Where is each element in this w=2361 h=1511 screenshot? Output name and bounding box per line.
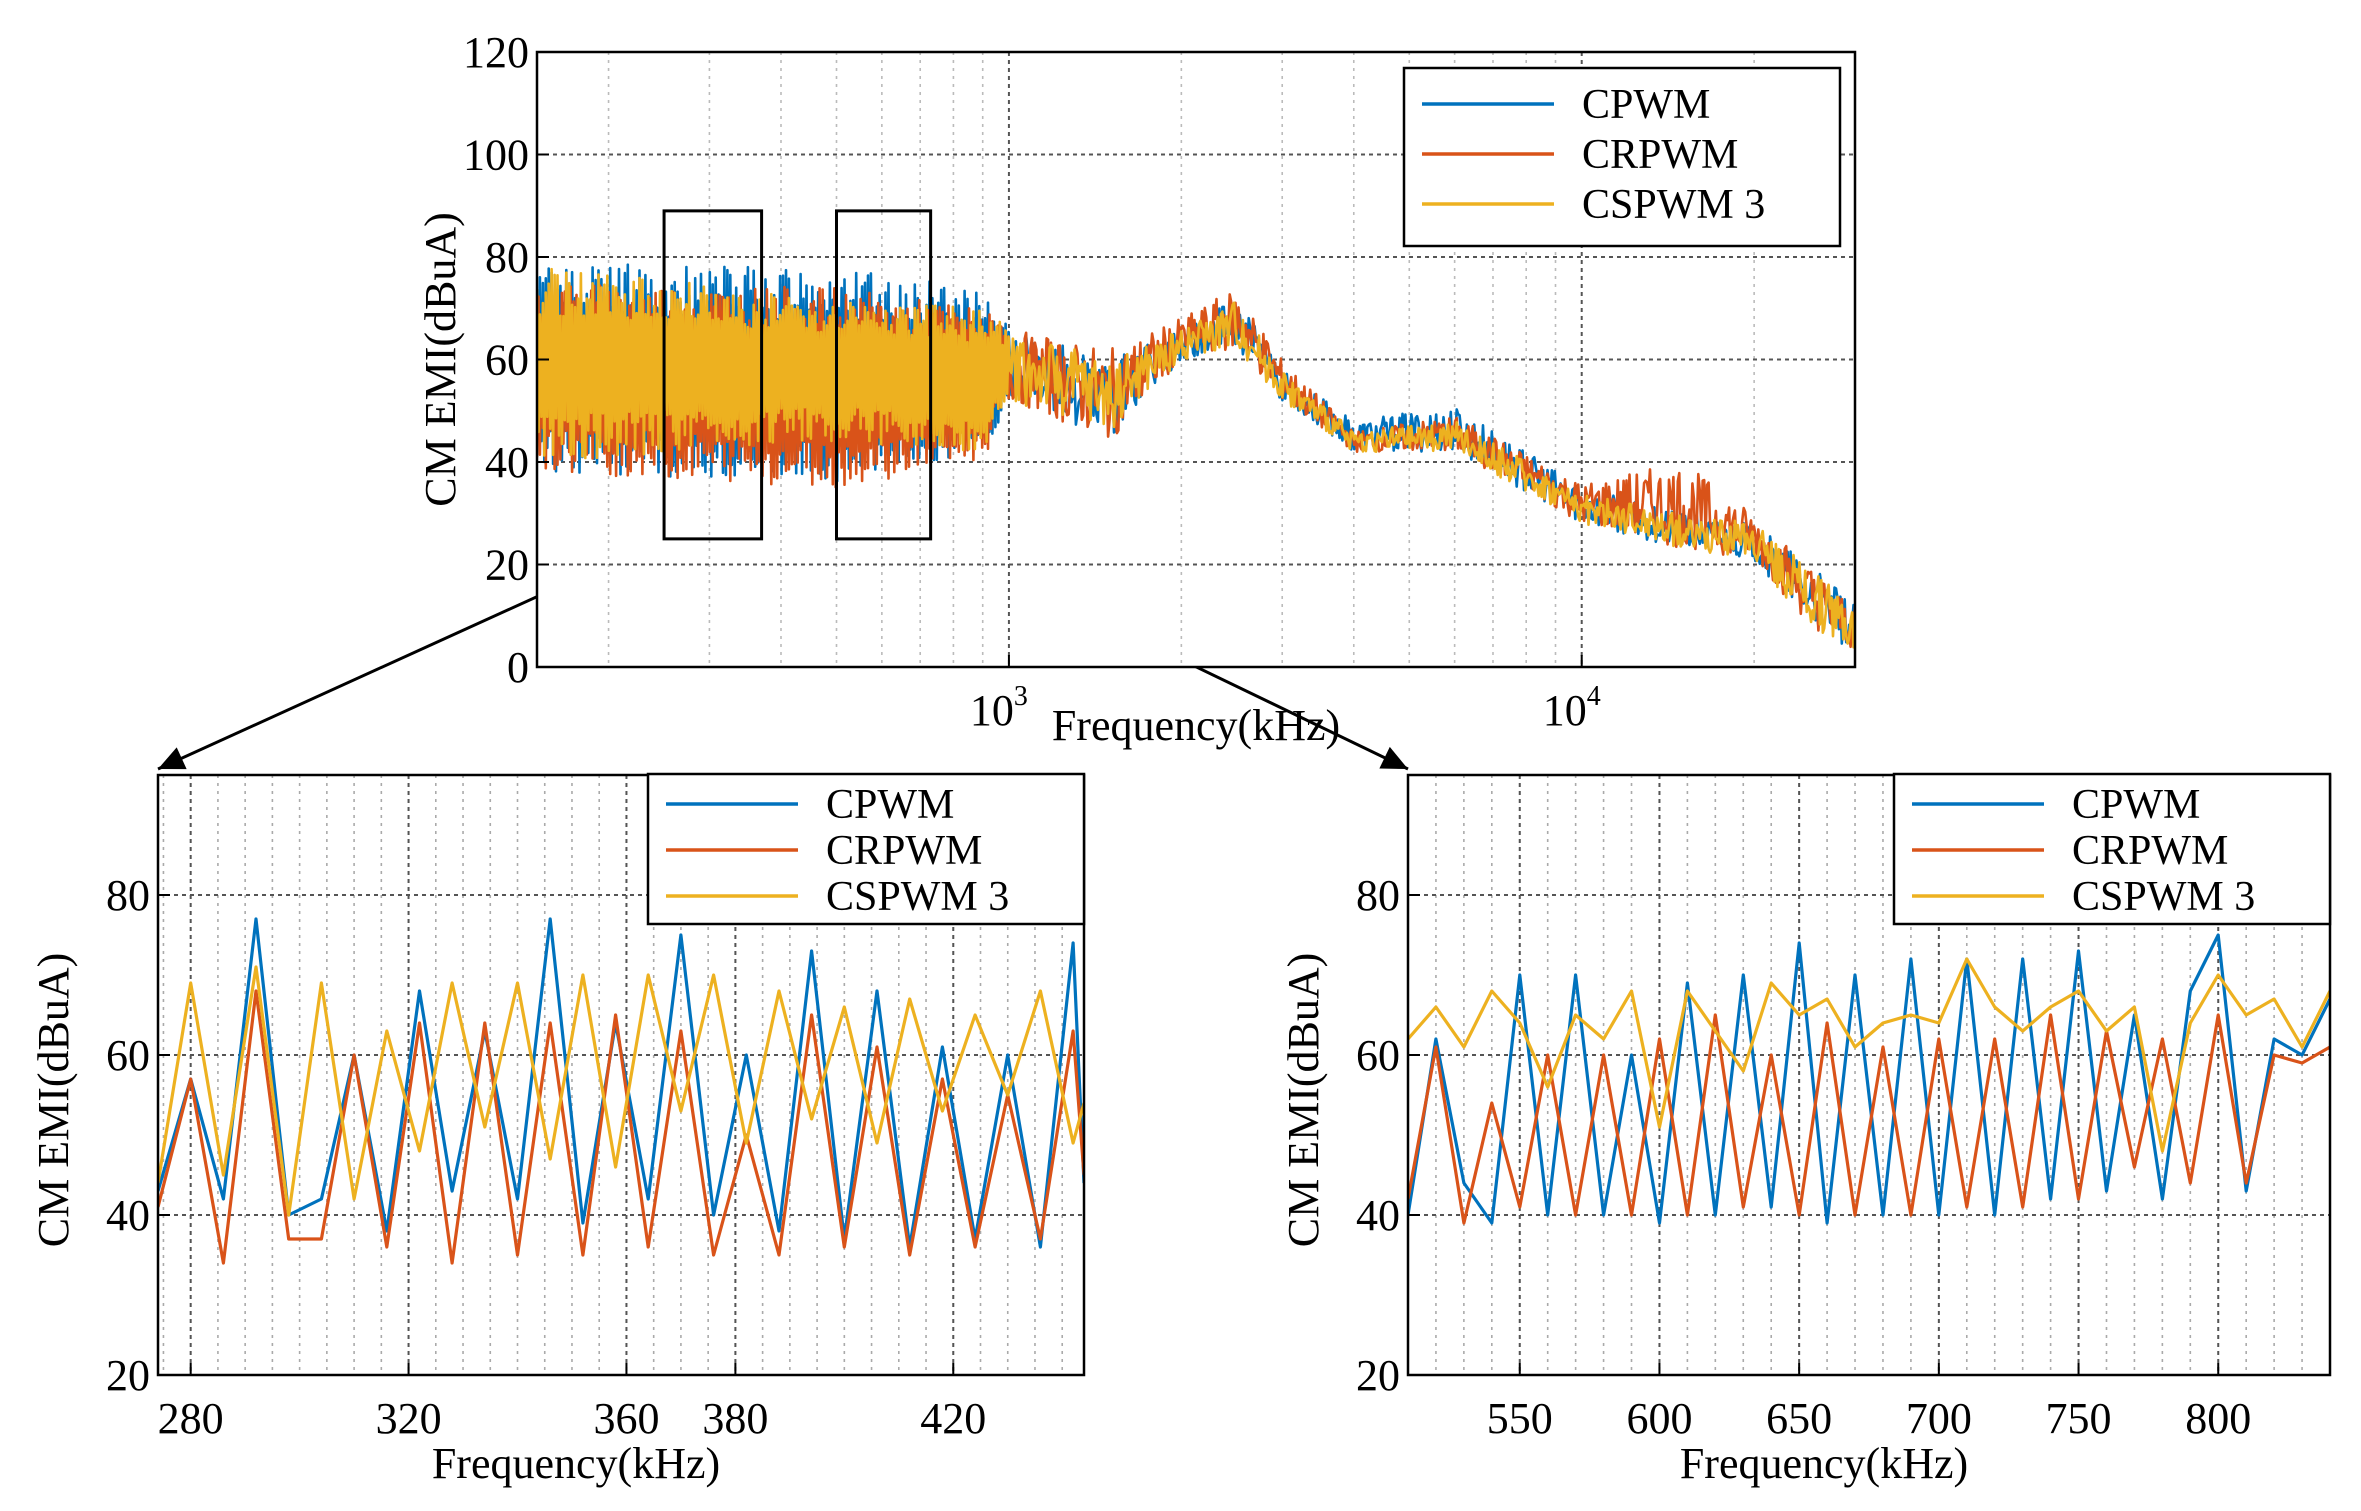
x-axis-label: Frequency(kHz)	[1680, 1439, 1968, 1488]
x-tick-label: 600	[1626, 1394, 1692, 1443]
plot-frame	[156, 773, 1086, 1377]
x-tick-label: 320	[376, 1394, 442, 1443]
legend-box	[1402, 66, 1842, 248]
legend-label: CRPWM	[2072, 828, 2228, 874]
legend-label: CPWM	[1582, 82, 1710, 128]
y-tick-label: 60	[106, 1031, 150, 1080]
x-tick-label: 550	[1487, 1394, 1553, 1443]
series-line-cspwm-3	[537, 267, 1855, 649]
x-tick-base: 10	[970, 686, 1014, 735]
x-tick-label: 800	[2185, 1394, 2251, 1443]
series-group	[1408, 933, 2330, 1225]
x-tick-label: 380	[702, 1394, 768, 1443]
legend-label: CRPWM	[1582, 132, 1738, 178]
x-tick-label: 280	[158, 1394, 224, 1443]
y-tick-label: 40	[485, 438, 529, 487]
zoom-connector-arrowhead	[1379, 746, 1408, 769]
plot-frame	[1406, 773, 2332, 1377]
y-axis-label: CM EMI(dBuA)	[1279, 953, 1328, 1248]
series-line-cpwm	[1408, 933, 2330, 1225]
x-tick-label: 360	[593, 1394, 659, 1443]
y-tick-label: 100	[463, 131, 529, 180]
y-tick-label: 20	[106, 1351, 150, 1400]
y-tick-label: 80	[1356, 871, 1400, 920]
legend-label: CRPWM	[826, 828, 982, 874]
legend-box	[1892, 772, 2332, 926]
legend-label: CPWM	[826, 782, 954, 828]
x-tick-exp: 3	[1014, 681, 1028, 712]
x-tick-base: 10	[1543, 686, 1587, 735]
series-line-cpwm	[158, 917, 1084, 1249]
x-tick-exp: 4	[1587, 681, 1601, 712]
y-tick-label: 80	[106, 871, 150, 920]
x-tick-label: 750	[2046, 1394, 2112, 1443]
x-axis-label: Frequency(kHz)	[432, 1439, 720, 1488]
series-group	[158, 917, 1084, 1265]
y-tick-label: 40	[1356, 1191, 1400, 1240]
x-tick-label: 650	[1766, 1394, 1832, 1443]
zoom-connector-arrowhead	[158, 747, 187, 770]
y-tick-label: 20	[1356, 1351, 1400, 1400]
x-tick-label: 700	[1906, 1394, 1972, 1443]
y-tick-label: 40	[106, 1191, 150, 1240]
y-tick-label: 60	[485, 336, 529, 385]
x-tick-label: 104	[1543, 681, 1601, 735]
y-tick-label: 120	[463, 28, 529, 77]
y-axis-label: CM EMI(dBuA)	[29, 953, 78, 1248]
legend-label: CPWM	[2072, 782, 2200, 828]
legend-label: CSPWM 3	[2072, 874, 2255, 920]
legend-label: CSPWM 3	[826, 874, 1009, 920]
zoom-left-chart: 20 40 60 80 280 320 360 380 420 Frequency(kHz) CM …	[29, 772, 1086, 1488]
series-line-cspwm-3	[1408, 957, 2330, 1153]
series-line-cspwm-3	[158, 965, 1084, 1217]
x-tick-label: 103	[970, 681, 1028, 735]
x-tick-label: 420	[920, 1394, 986, 1443]
y-tick-label: 80	[485, 233, 529, 282]
series-line-crpwm	[158, 989, 1084, 1265]
series-group	[537, 263, 1855, 649]
y-tick-label: 20	[485, 541, 529, 590]
zoom-box-2	[834, 209, 933, 541]
y-axis-label: CM EMI(dBuA)	[416, 212, 465, 507]
zoom-right-chart: 20 40 60 80 550 600 650 700 750 800 Frequency(kHz)…	[1279, 772, 2332, 1488]
y-tick-label: 60	[1356, 1031, 1400, 1080]
zoom-box-1	[662, 209, 764, 541]
grid	[537, 51, 1855, 667]
series-line-crpwm	[1408, 1013, 2330, 1225]
y-tick-label: 0	[507, 643, 529, 692]
legend-label: CSPWM 3	[1582, 182, 1765, 228]
x-axis-label: Frequency(kHz)	[1052, 701, 1340, 750]
